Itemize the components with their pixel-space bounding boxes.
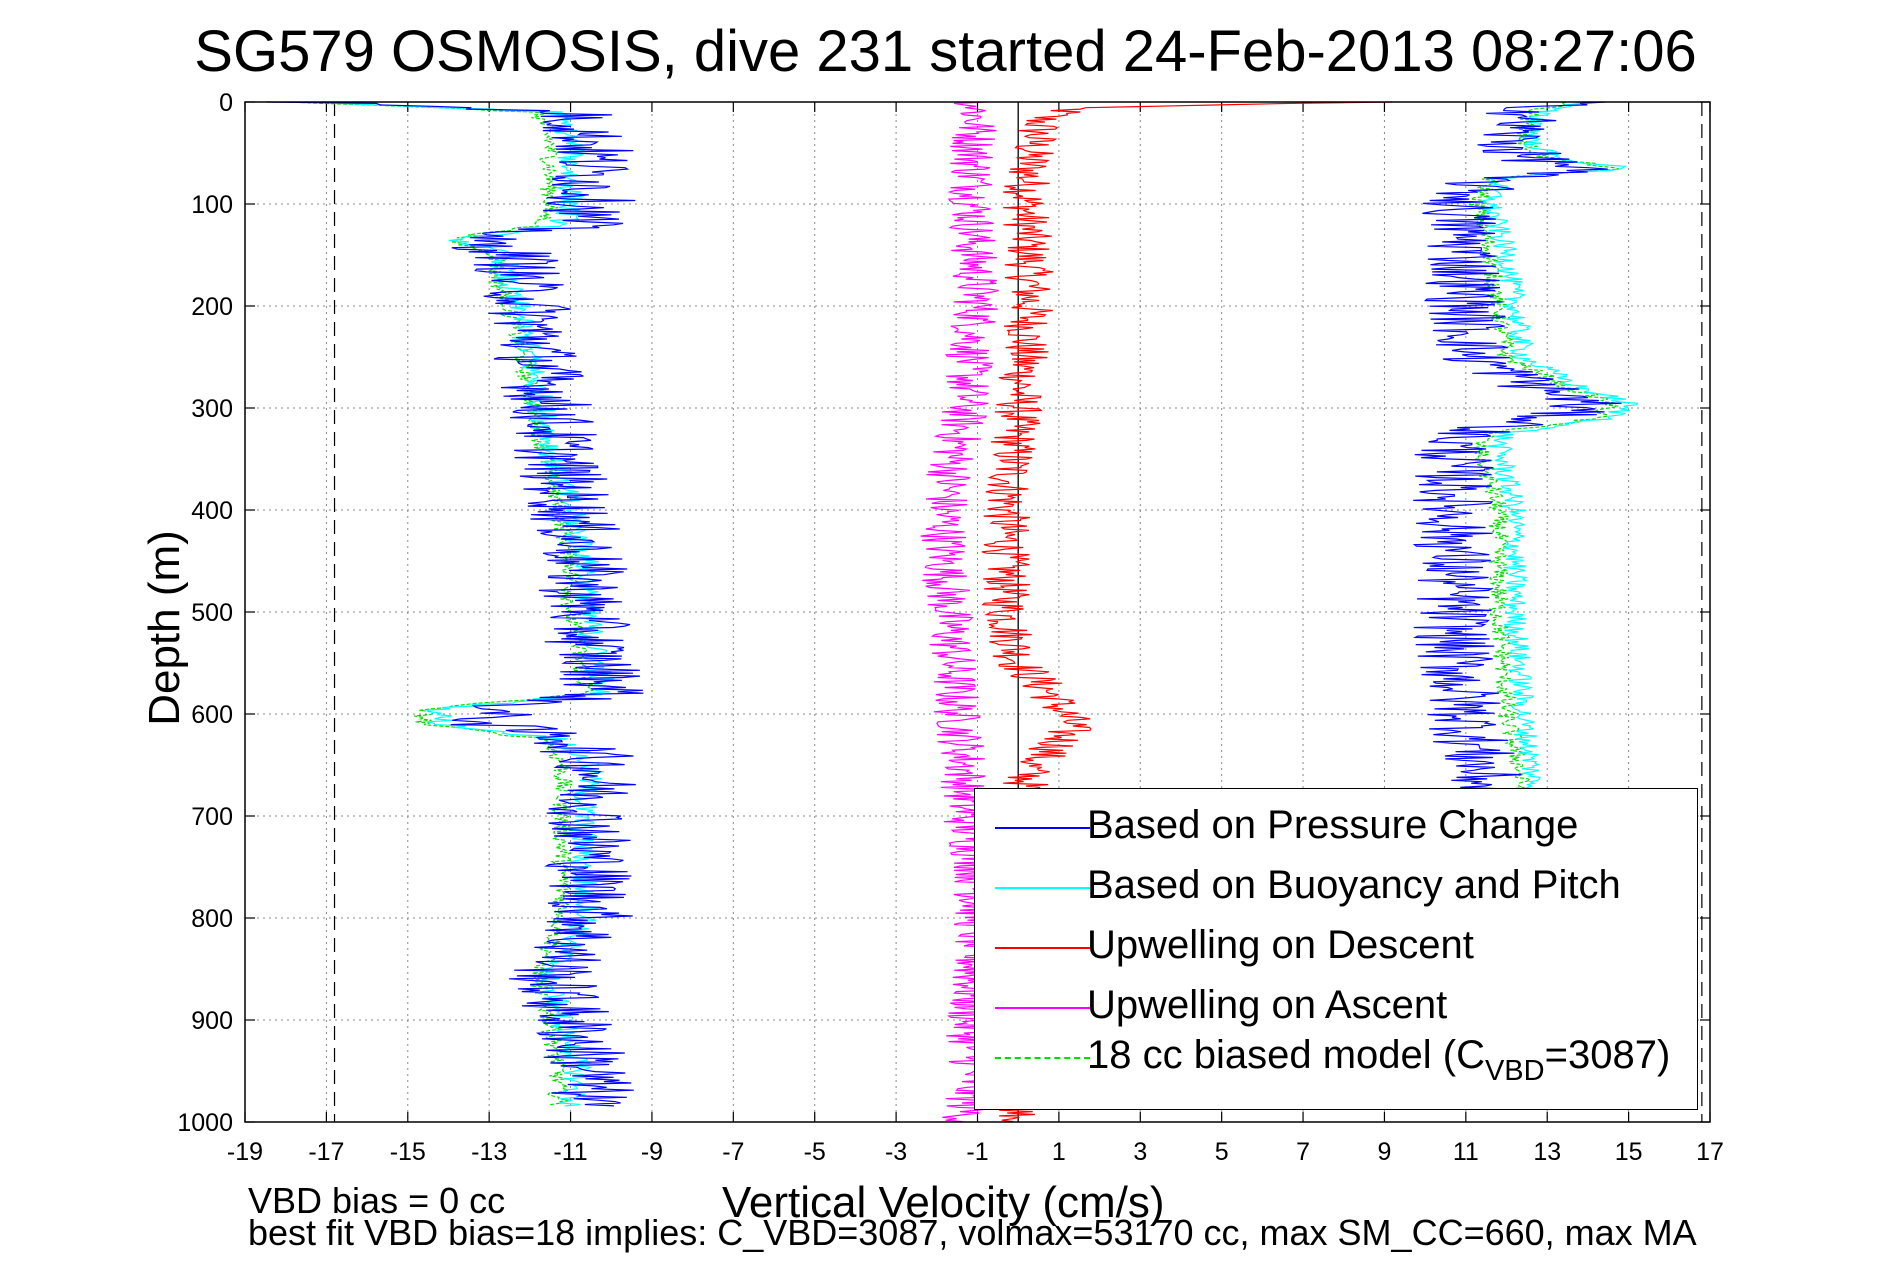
x-tick-label: -13 [471,1138,507,1166]
legend-entry-buoyancy: Based on Buoyancy and Pitch [975,859,1695,907]
y-tick-label: 800 [191,905,233,933]
series-line-based-on-pressure-change-descent [266,101,644,1107]
x-tick-label: 7 [1296,1138,1310,1166]
x-tick-label: -7 [722,1138,744,1166]
series-line-18-cc-biased-model-descent [289,101,594,1107]
legend-entry-pressure: Based on Pressure Change [975,799,1695,847]
y-tick-label: 300 [191,395,233,423]
x-tick-labels: -19 -17 -15 -13 -11 -9 -7 -5 -3 -1 1 3 5 7 9 11 13 15 17 [227,1138,1724,1166]
y-tick-label: 0 [219,89,233,117]
x-tick-label: 13 [1533,1138,1561,1166]
best-fit-note: best fit VBD bias=18 implies: C_VBD=3087… [248,1212,1697,1253]
x-tick-label: -17 [308,1138,344,1166]
x-tick-label: 3 [1133,1138,1147,1166]
x-tick-label: -1 [966,1138,988,1166]
legend-entry-ascent: Upwelling on Ascent [975,979,1695,1027]
x-axis-label: Vertical Velocity (cm/s) [722,1178,1165,1227]
chart-title: SG579 OSMOSIS, dive 231 started 24-Feb-2… [194,19,1697,84]
x-tick-label: -19 [227,1138,263,1166]
legend-swatch-pressure [995,827,1090,829]
legend-label-model: 18 cc biased model (CVBD=3087) [1087,1033,1670,1088]
x-tick-label: 5 [1215,1138,1229,1166]
legend-label-buoyancy: Based on Buoyancy and Pitch [1087,863,1621,907]
y-tick-label: 200 [191,293,233,321]
legend-swatch-descent [995,947,1090,949]
legend: Based on Pressure Change Based on Buoyan… [974,788,1698,1110]
legend-model-prefix: 18 cc biased model (C [1087,1033,1485,1077]
series-group [266,101,1639,1123]
y-tick-label: 400 [191,497,233,525]
x-tick-label: -9 [641,1138,663,1166]
legend-label-pressure: Based on Pressure Change [1087,803,1579,847]
y-tick-label: 700 [191,803,233,831]
series-line-based-on-buoyancy-and-pitch-ascent [1482,101,1639,796]
y-tick-label: 500 [191,599,233,627]
x-tick-label: 1 [1052,1138,1066,1166]
legend-swatch-model [995,1057,1090,1059]
y-tick-label: 100 [191,191,233,219]
legend-label-descent: Upwelling on Descent [1087,923,1474,967]
x-tick-label: 9 [1377,1138,1391,1166]
legend-entry-descent: Upwelling on Descent [975,919,1695,967]
x-tick-label: -3 [885,1138,907,1166]
legend-label-ascent: Upwelling on Ascent [1087,983,1448,1027]
y-tick-labels: 0 100 200 300 400 500 600 700 800 900 1000 [177,89,233,1137]
legend-swatch-buoyancy [995,887,1090,889]
y-axis-label: Depth (m) [140,530,189,726]
x-tick-label: 17 [1696,1138,1724,1166]
x-tick-label: 11 [1453,1138,1479,1166]
y-tick-label: 600 [191,701,233,729]
x-tick-label: -15 [390,1138,426,1166]
y-tick-label: 900 [191,1007,233,1035]
legend-model-suffix: =3087) [1544,1033,1671,1077]
legend-entry-model: 18 cc biased model (CVBD=3087) [975,1029,1695,1087]
x-tick-label: -11 [553,1138,587,1166]
x-tick-label: 15 [1615,1138,1643,1166]
y-tick-label: 1000 [177,1109,233,1137]
legend-model-subscript: VBD [1484,1055,1545,1087]
vbd-bias-note: VBD bias = 0 cc [248,1180,506,1221]
series-line-based-on-pressure-change-ascent [1412,101,1622,796]
legend-swatch-ascent [995,1007,1090,1009]
plot-frame [244,101,1711,1123]
x-tick-label: -5 [804,1138,826,1166]
